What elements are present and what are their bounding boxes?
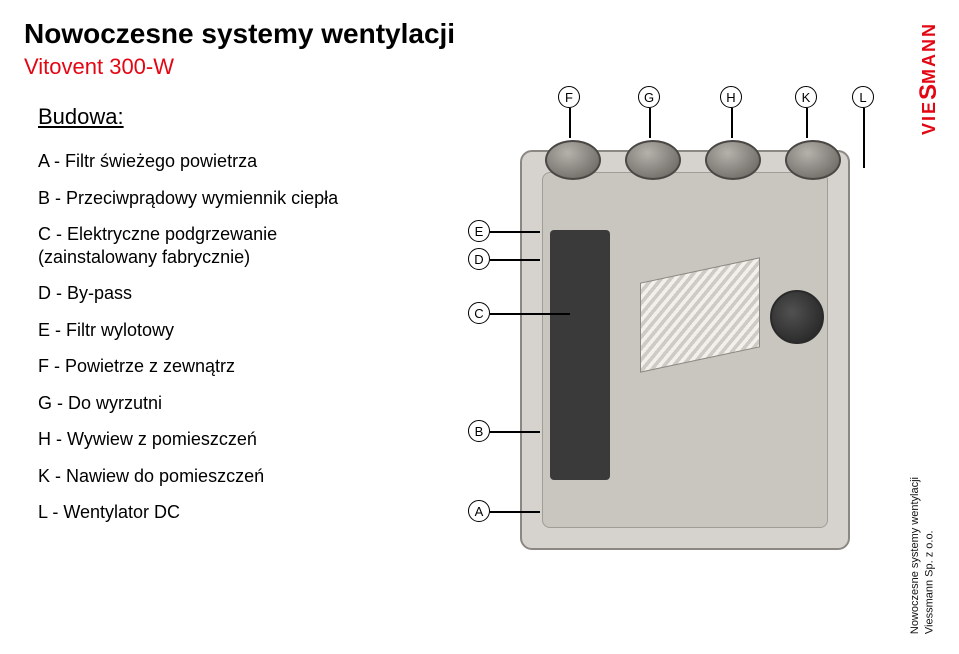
page-title: Nowoczesne systemy wentylacji — [24, 18, 935, 50]
legend-item-h: H - Wywiew z pomieszczeń — [38, 428, 398, 451]
fan-icon — [770, 290, 824, 344]
footer-line1: Nowoczesne systemy wentylacji — [909, 477, 921, 634]
bypass-panel — [550, 230, 610, 480]
legend-item-a: A - Filtr świeżego powietrza — [38, 150, 398, 173]
legend-item-c: C - Elektryczne podgrzewanie (zainstalow… — [38, 223, 398, 268]
callout-f: F — [558, 86, 580, 108]
port-1 — [545, 140, 601, 180]
brand-pre: VIE — [919, 100, 939, 135]
callout-g: G — [638, 86, 660, 108]
callout-c: C — [468, 302, 490, 324]
footer-line2: Viessmann Sp. z o.o. — [924, 530, 936, 634]
callout-b: B — [468, 420, 490, 442]
lead-d — [490, 259, 540, 261]
callout-e: E — [468, 220, 490, 242]
brand-s: S — [915, 84, 942, 100]
lead-g — [649, 108, 651, 138]
footer-vertical: Nowoczesne systemy wentylacji Viessmann … — [908, 477, 937, 634]
lead-l — [863, 108, 865, 168]
lead-a — [490, 511, 540, 513]
brand-logo: VIESMANN — [915, 22, 943, 135]
port-3 — [705, 140, 761, 180]
port-2 — [625, 140, 681, 180]
legend-list: A - Filtr świeżego powietrza B - Przeciw… — [38, 150, 398, 524]
callout-k: K — [795, 86, 817, 108]
legend-item-l: L - Wentylator DC — [38, 501, 398, 524]
legend-item-g: G - Do wyrzutni — [38, 392, 398, 415]
legend-item-f: F - Powietrze z zewnątrz — [38, 355, 398, 378]
callout-d: D — [468, 248, 490, 270]
callout-l: L — [852, 86, 874, 108]
legend-item-e: E - Filtr wylotowy — [38, 319, 398, 342]
legend-item-b: B - Przeciwprądowy wymiennik ciepła — [38, 187, 398, 210]
callout-h: H — [720, 86, 742, 108]
lead-h — [731, 108, 733, 138]
port-4 — [785, 140, 841, 180]
device-diagram: F G H K L E D C B A — [430, 70, 890, 610]
page-root: Nowoczesne systemy wentylacji Vitovent 3… — [0, 0, 959, 654]
callout-a: A — [468, 500, 490, 522]
lead-k — [806, 108, 808, 138]
lead-f — [569, 108, 571, 138]
legend-item-d: D - By-pass — [38, 282, 398, 305]
brand-post: MANN — [919, 22, 939, 84]
lead-c — [490, 313, 570, 315]
lead-e — [490, 231, 540, 233]
legend-item-k: K - Nawiew do pomieszczeń — [38, 465, 398, 488]
lead-b — [490, 431, 540, 433]
